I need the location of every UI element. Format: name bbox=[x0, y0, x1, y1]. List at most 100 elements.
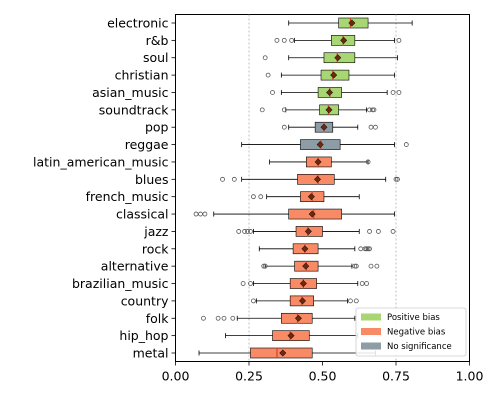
outlier-point bbox=[215, 315, 221, 321]
y-tick-label: french_music bbox=[86, 189, 169, 204]
outlier-point bbox=[396, 37, 402, 43]
box-classical bbox=[193, 208, 395, 220]
mean-marker bbox=[326, 88, 334, 97]
outlier-point bbox=[201, 315, 206, 321]
outlier-point bbox=[265, 72, 271, 78]
outlier-point bbox=[359, 281, 365, 286]
y-tick-label: jazz bbox=[143, 224, 169, 239]
box-latin_american_music bbox=[269, 156, 371, 168]
outlier-point bbox=[259, 107, 265, 113]
y-tick-label: latin_american_music bbox=[33, 154, 169, 169]
outlier-point bbox=[231, 176, 237, 182]
outlier-point bbox=[353, 298, 359, 304]
outlier-point bbox=[348, 298, 353, 304]
outlier-point bbox=[367, 107, 372, 113]
outlier-point bbox=[258, 194, 264, 200]
legend-swatch bbox=[361, 328, 381, 335]
outlier-point bbox=[365, 246, 371, 252]
mean-marker bbox=[314, 158, 322, 166]
y-tick-label: country bbox=[121, 293, 169, 308]
mean-marker bbox=[348, 19, 356, 27]
outlier-point bbox=[281, 37, 287, 43]
outlier-point bbox=[375, 229, 381, 234]
outlier-point bbox=[230, 315, 236, 321]
reference-lines bbox=[248, 14, 397, 362]
box-french_music bbox=[251, 191, 360, 202]
mean-marker bbox=[334, 54, 342, 62]
outlier-point bbox=[367, 229, 372, 234]
box-brazilian_music bbox=[240, 278, 370, 289]
y-tick-label: soundtrack bbox=[99, 102, 170, 117]
outlier-point bbox=[251, 194, 256, 200]
y-tick-label: electronic bbox=[107, 16, 169, 31]
outlier-point bbox=[193, 211, 199, 217]
boxes-layer bbox=[193, 17, 413, 359]
box-electronic bbox=[288, 17, 413, 29]
outlier-point bbox=[289, 37, 295, 43]
outlier-point bbox=[352, 263, 358, 269]
outlier-point bbox=[374, 263, 380, 269]
mean-marker bbox=[330, 71, 338, 79]
legend-label: Positive bias bbox=[387, 313, 440, 323]
legend-label: Negative bias bbox=[387, 328, 446, 338]
outlier-point bbox=[365, 159, 371, 165]
outlier-point bbox=[236, 229, 242, 234]
y-tick-label: asian_music bbox=[92, 85, 169, 100]
mean-marker bbox=[301, 245, 309, 253]
mean-marker bbox=[294, 314, 302, 322]
y-tick-label: r&b bbox=[146, 33, 169, 48]
x-tick-label: 0.50 bbox=[309, 369, 337, 384]
mean-marker bbox=[320, 123, 328, 131]
outlier-point bbox=[270, 90, 275, 95]
x-axis: 0.00 0.25 0.50 0.75 1.00 bbox=[162, 361, 484, 384]
outlier-point bbox=[198, 211, 203, 217]
box-blues bbox=[220, 174, 400, 185]
outlier-point bbox=[245, 229, 250, 234]
outlier-point bbox=[353, 263, 359, 269]
y-tick-label: folk bbox=[146, 311, 170, 326]
mean-marker bbox=[340, 36, 348, 44]
outlier-point bbox=[248, 281, 253, 286]
x-tick-label: 0.25 bbox=[235, 369, 263, 384]
box-r&b bbox=[274, 35, 402, 46]
outlier-point bbox=[262, 55, 268, 61]
y-tick-label: brazilian_music bbox=[72, 276, 169, 291]
legend-label: No significance bbox=[387, 342, 452, 352]
outlier-point bbox=[240, 281, 246, 286]
outlier-point bbox=[390, 229, 396, 234]
mean-marker bbox=[304, 227, 312, 235]
outlier-point bbox=[396, 90, 402, 95]
legend: Positive bias Negative bias No significanc… bbox=[355, 307, 467, 357]
y-tick-label: hip_hop bbox=[119, 328, 168, 343]
outlier-point bbox=[251, 298, 256, 304]
box-soul bbox=[262, 52, 398, 64]
y-tick-label: alternative bbox=[101, 259, 169, 274]
mean-marker bbox=[279, 349, 287, 357]
outlier-point bbox=[261, 263, 267, 269]
box-soundtrack bbox=[259, 104, 377, 116]
y-tick-label: soul bbox=[143, 50, 169, 65]
mean-marker bbox=[307, 193, 315, 201]
mean-marker bbox=[302, 262, 310, 270]
y-tick-label: reggae bbox=[125, 137, 169, 152]
box-hip_hop bbox=[225, 330, 359, 341]
y-tick-label: christian bbox=[115, 68, 169, 83]
x-tick-label: 0.00 bbox=[162, 369, 190, 384]
y-tick-label: rock bbox=[142, 241, 169, 256]
outlier-point bbox=[368, 263, 374, 269]
outlier-point bbox=[281, 124, 287, 130]
box-reggae bbox=[241, 139, 409, 150]
outlier-point bbox=[367, 246, 372, 252]
mean-marker bbox=[316, 141, 324, 149]
outlier-point bbox=[358, 246, 364, 252]
outlier-point bbox=[362, 246, 368, 252]
mean-marker bbox=[313, 175, 322, 183]
box-asian_music bbox=[270, 87, 402, 98]
legend-swatch bbox=[361, 313, 381, 321]
x-tick-label: 1.00 bbox=[456, 369, 484, 384]
outlier-point bbox=[395, 176, 400, 182]
y-tick-label: pop bbox=[145, 120, 169, 135]
box-folk bbox=[201, 312, 356, 324]
outlier-point bbox=[373, 124, 378, 130]
